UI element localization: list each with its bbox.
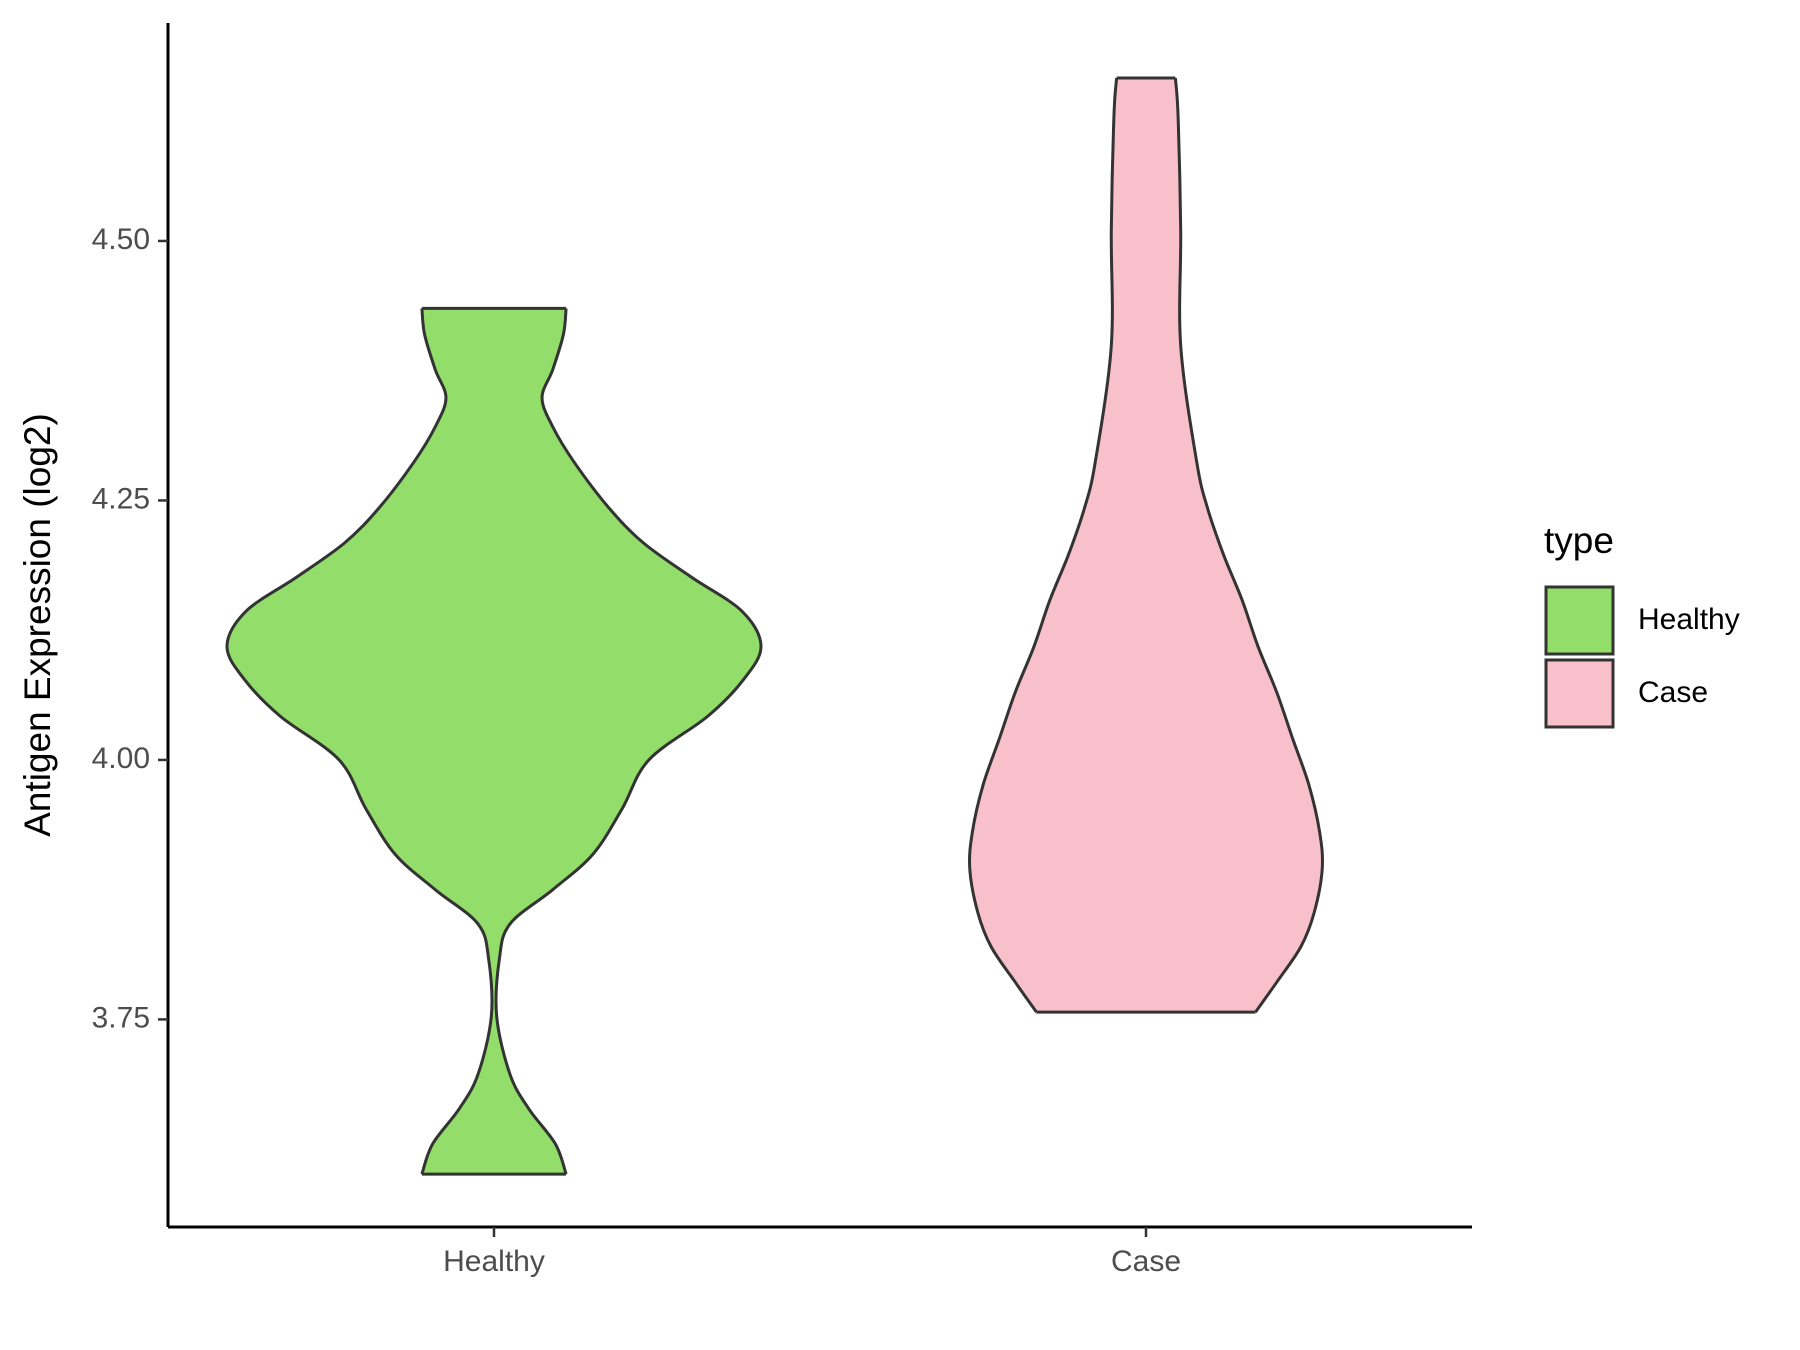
y-tick-label: 4.50 (92, 223, 150, 256)
violin-outline (225, 308, 494, 1175)
violin-outline (494, 308, 763, 1175)
legend-swatch (1544, 585, 1615, 656)
y-tick-label: 3.75 (92, 1001, 150, 1034)
violin-body (227, 308, 761, 1175)
legend-title: type (1544, 520, 1614, 561)
y-tick-label: 4.25 (92, 482, 150, 515)
violin-outline (968, 77, 1119, 1014)
x-tick-label: Case (1111, 1245, 1181, 1278)
violin-outline (1173, 77, 1324, 1014)
x-tick-label: Healthy (443, 1245, 545, 1278)
violin-body (969, 78, 1323, 1013)
y-tick-label: 4.00 (92, 742, 150, 775)
legend-label: Healthy (1638, 603, 1740, 636)
y-axis-label: Antigen Expression (log2) (17, 413, 58, 837)
legend-label: Case (1638, 676, 1708, 709)
legend-swatch (1544, 658, 1615, 729)
